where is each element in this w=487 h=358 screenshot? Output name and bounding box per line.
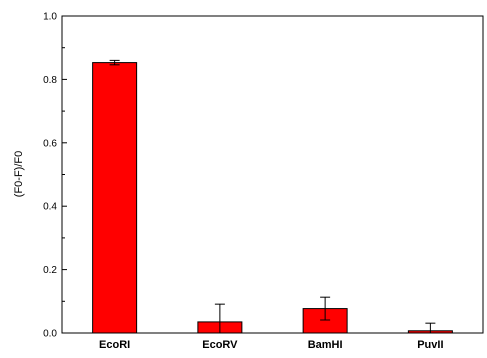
bars-group <box>92 62 453 334</box>
y-tick-label: 1.0 <box>43 12 57 23</box>
x-category-label: BamHI <box>308 339 343 351</box>
y-tick-label: 0.4 <box>43 202 57 213</box>
error-bars-group <box>109 59 436 334</box>
y-tick-label: 0.6 <box>43 138 57 149</box>
y-tick-label: 0.2 <box>43 265 57 276</box>
y-axis: 0.0 0.2 0.4 0.6 0.8 1.0 <box>43 12 67 340</box>
x-category-label: EcoRI <box>99 339 130 351</box>
y-tick-label: 0.8 <box>43 75 57 86</box>
x-category-label: EcoRV <box>202 339 238 351</box>
bar-bamhi <box>302 308 348 334</box>
x-axis: EcoRI EcoRV BamHI PuvII <box>99 339 443 351</box>
bar-ecori <box>92 62 138 334</box>
y-axis-title: (F0-F)/F0 <box>13 151 25 197</box>
y-tick-label: 0.0 <box>43 329 57 340</box>
x-category-label: PuvII <box>417 339 443 351</box>
